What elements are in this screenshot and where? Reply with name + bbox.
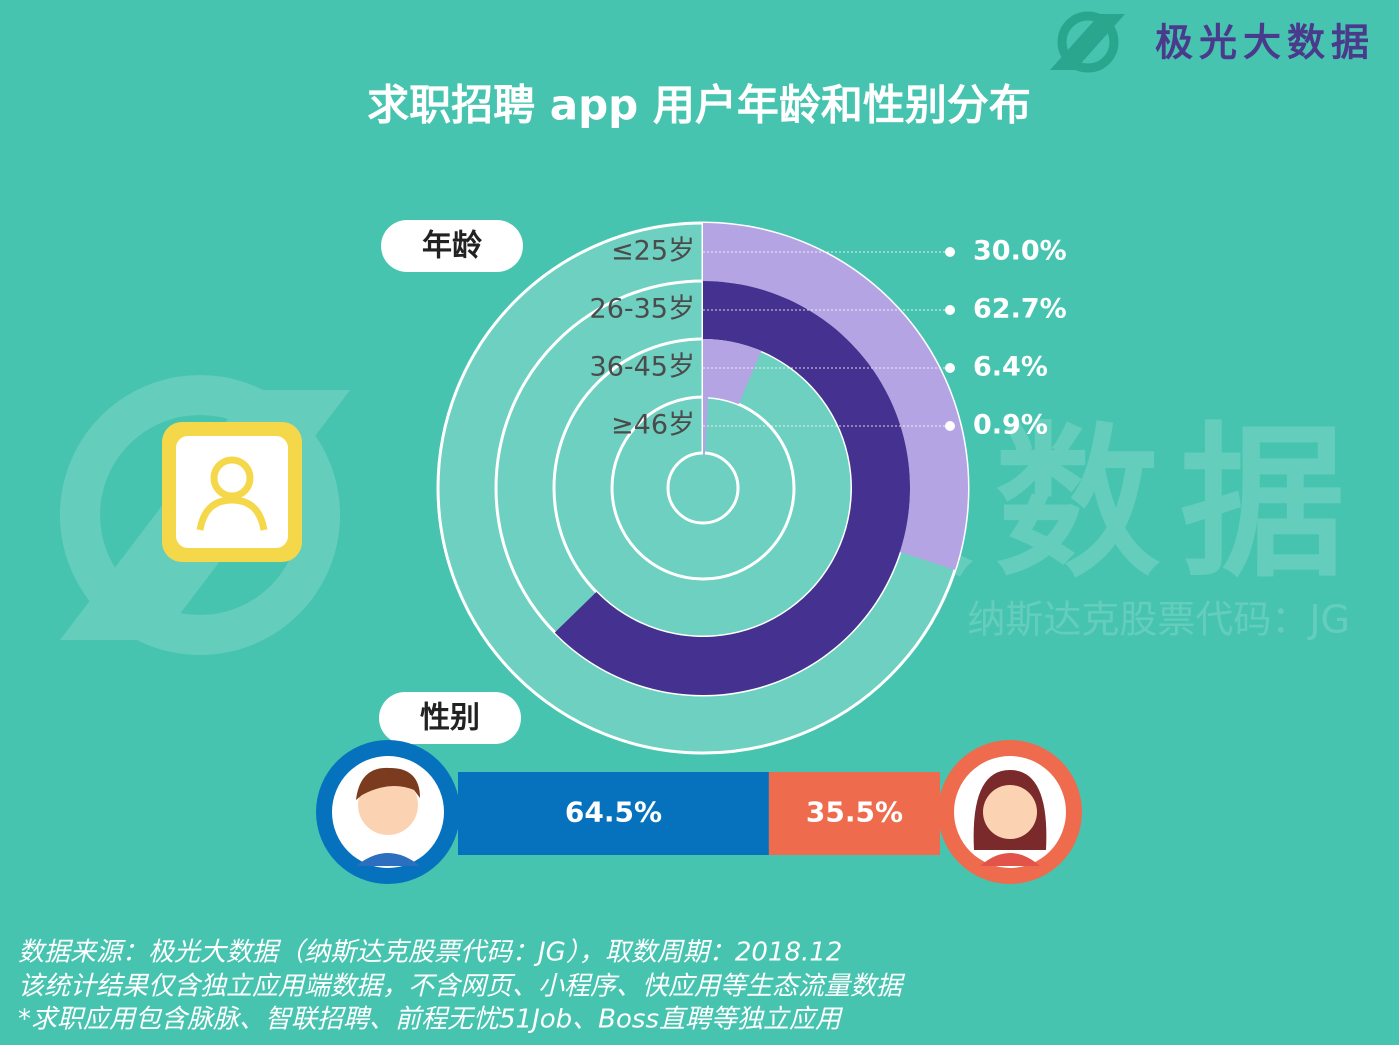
watermark-logo [60,375,340,655]
footnote: 该统计结果仅含独立应用端数据，不含网页、小程序、快应用等生态流量数据 [18,972,906,1002]
value-label: 0.9% [973,410,1048,441]
section-pill [381,220,523,272]
leader-dot [945,305,955,315]
ring-bar [554,281,910,696]
avatar-hair [356,767,420,800]
footnote: 数据来源：极光大数据（纳斯达克股票代码：JG），取数周期：2018.12 [18,938,842,968]
value-label: 35.5% [806,796,903,829]
category-label: ≤25岁 [611,236,695,267]
avatar-shirt [356,853,420,866]
female-avatar [938,740,1082,884]
ring-bar [703,397,709,456]
value-label: 64.5% [565,796,662,829]
bar-segment [458,772,769,855]
leader-dot [945,363,955,373]
ring-bar [703,339,762,405]
icon-head [210,456,254,500]
value-label: 62.7% [973,294,1067,325]
ring-bar [703,223,968,570]
icon-inner [176,436,288,548]
leader-dot [945,421,955,431]
footnote: *求职应用包含脉脉、智联招聘、前程无忧51Job、Boss直聘等独立应用 [18,1005,844,1035]
value-label: 6.4% [973,352,1048,383]
chart-title: 求职招聘 app 用户年龄和性别分布 [367,81,1031,130]
bar-segment [768,772,940,855]
male-avatar [316,740,460,884]
section-pill [379,692,521,744]
section-label: 年龄 [422,229,483,264]
category-label: ≥46岁 [611,410,695,441]
avatar-face [983,785,1037,839]
category-label: 36-45岁 [590,352,695,383]
logo [1050,11,1125,73]
watermark-stock: 纳斯达克股票代码：JG [967,598,1350,642]
id-icon [162,422,302,562]
brand: 极光大数据 [1155,21,1375,65]
logo-mark [1057,11,1119,73]
category-label: 26-35岁 [590,294,695,325]
icon-body [196,496,268,531]
value-label: 30.0% [973,236,1067,267]
avatar-shirt [980,853,1040,866]
ring-center [666,451,740,525]
section-label: 性别 [420,701,480,736]
leader-dot [945,247,955,257]
